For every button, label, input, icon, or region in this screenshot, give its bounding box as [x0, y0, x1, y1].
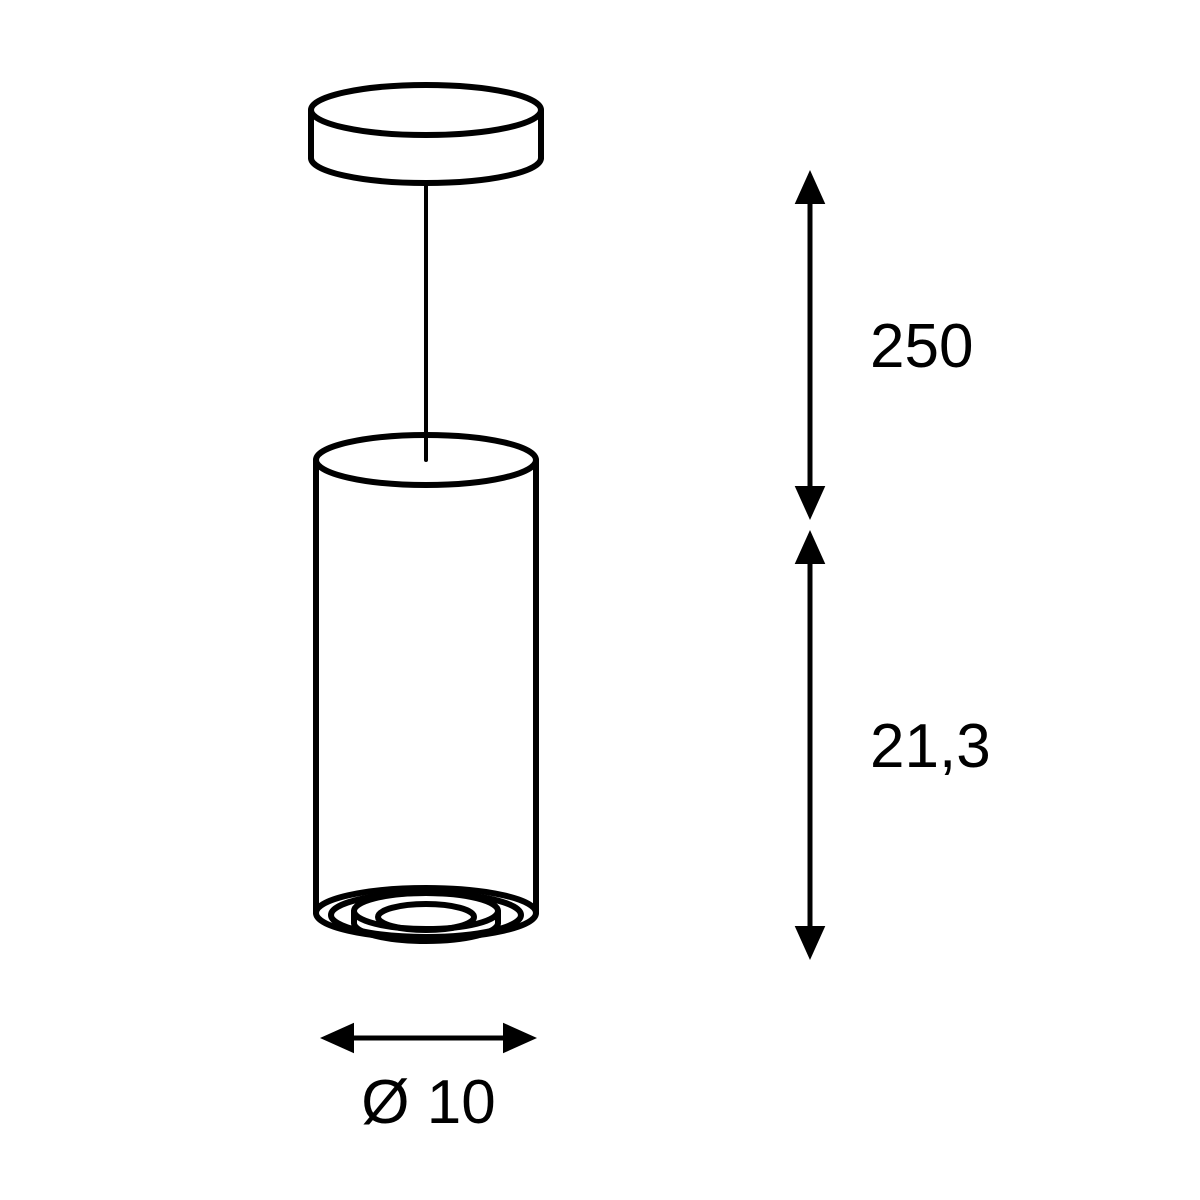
canopy-bottom-arc	[311, 158, 541, 183]
pendant-lamp-diagram: 250 21,3 Ø 10	[0, 0, 1200, 1200]
dim-label-diameter: Ø 10	[361, 1068, 495, 1137]
dim-arrow-dia-right	[503, 1023, 537, 1054]
lens-mid-top	[354, 893, 498, 929]
dim-label-body: 21,3	[870, 712, 991, 781]
dim-arrow-cable-top	[795, 170, 826, 204]
dim-arrow-body-top	[795, 530, 826, 564]
dim-label-cable: 250	[870, 312, 973, 381]
dim-arrow-dia-left	[320, 1023, 354, 1054]
dim-arrow-cable-bottom	[795, 486, 826, 520]
canopy-top-ellipse	[311, 85, 541, 135]
dim-arrow-body-bottom	[795, 926, 826, 960]
